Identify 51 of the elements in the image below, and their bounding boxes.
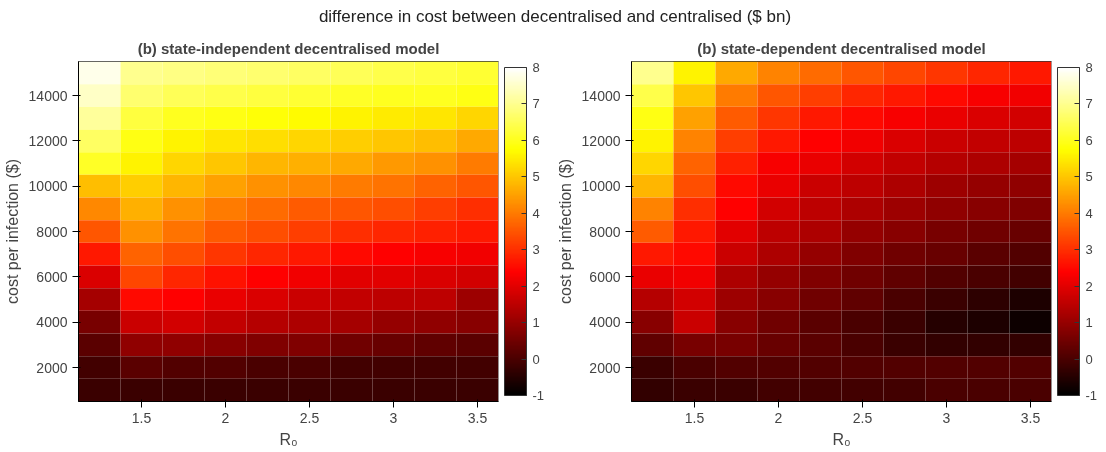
color-bar-label: -1 [1085, 388, 1098, 403]
y-tick-label: 12000 [581, 132, 621, 149]
x-axis-title: R₀ [832, 430, 851, 448]
x-tick-label: 3 [942, 409, 951, 426]
color-bar-label: 4 [532, 205, 540, 221]
color-bar-label: 3 [532, 242, 540, 258]
y-axis-title: cost per infection ($) [556, 159, 574, 304]
color-bar-label: 0 [1085, 351, 1093, 367]
color-bar-label: 2 [532, 278, 540, 294]
y-tick-label: 4000 [36, 314, 68, 331]
color-bar-label: 6 [532, 132, 540, 148]
y-tick-label: 6000 [36, 268, 68, 285]
color-bar-label: 5 [1085, 169, 1093, 185]
y-tick-label: 10000 [581, 178, 621, 195]
color-bar-label: 8 [532, 60, 540, 75]
color-bar-label: 7 [532, 96, 540, 112]
x-tick-label: 3 [389, 409, 398, 426]
x-tick-label: 1.5 [684, 409, 705, 426]
y-tick-label: 2000 [36, 359, 68, 376]
color-bar-label: -1 [532, 388, 545, 403]
y-tick-label: 14000 [28, 87, 68, 104]
y-tick-label: 8000 [36, 223, 68, 240]
color-bar-label: 6 [1085, 132, 1093, 148]
y-tick-label: 14000 [581, 87, 621, 104]
y-tick-label: 10000 [28, 178, 68, 195]
text: difference in cost between decentralised and centralised ($ bn) [317, 6, 793, 28]
x-tick-label: 3.5 [1020, 409, 1041, 426]
x-tick-label: 1.5 [131, 409, 152, 426]
x-tick-label: 2 [221, 409, 230, 426]
chart-title: (b) state-dependent decentralised model [697, 39, 986, 57]
color-bar-label: 3 [1085, 242, 1093, 258]
y-tick-label: 12000 [28, 132, 68, 149]
x-tick-label: 3.5 [467, 409, 488, 426]
color-bar-label: 7 [1085, 96, 1093, 112]
x-tick-label: 2.5 [852, 409, 873, 426]
y-axis-title: cost per infection ($) [3, 159, 21, 304]
y-tick-label: 2000 [589, 359, 621, 376]
y-tick-label: 6000 [589, 268, 621, 285]
y-tick-label: 4000 [589, 314, 621, 331]
x-tick-label: 2.5 [299, 409, 320, 426]
x-axis-title: R₀ [279, 430, 298, 448]
color-bar-label: 0 [532, 351, 540, 367]
x-tick-label: 2 [774, 409, 783, 426]
color-bar-label: 5 [532, 169, 540, 185]
color-bar-label: 2 [1085, 278, 1093, 294]
color-bar-label: 1 [532, 315, 540, 331]
color-bar-label: 1 [1085, 315, 1093, 331]
color-bar-label: 4 [1085, 205, 1093, 221]
chart-title: (b) state-independent decentralised model [137, 39, 440, 57]
color-bar-label: 8 [1085, 60, 1093, 75]
y-tick-label: 8000 [589, 223, 621, 240]
